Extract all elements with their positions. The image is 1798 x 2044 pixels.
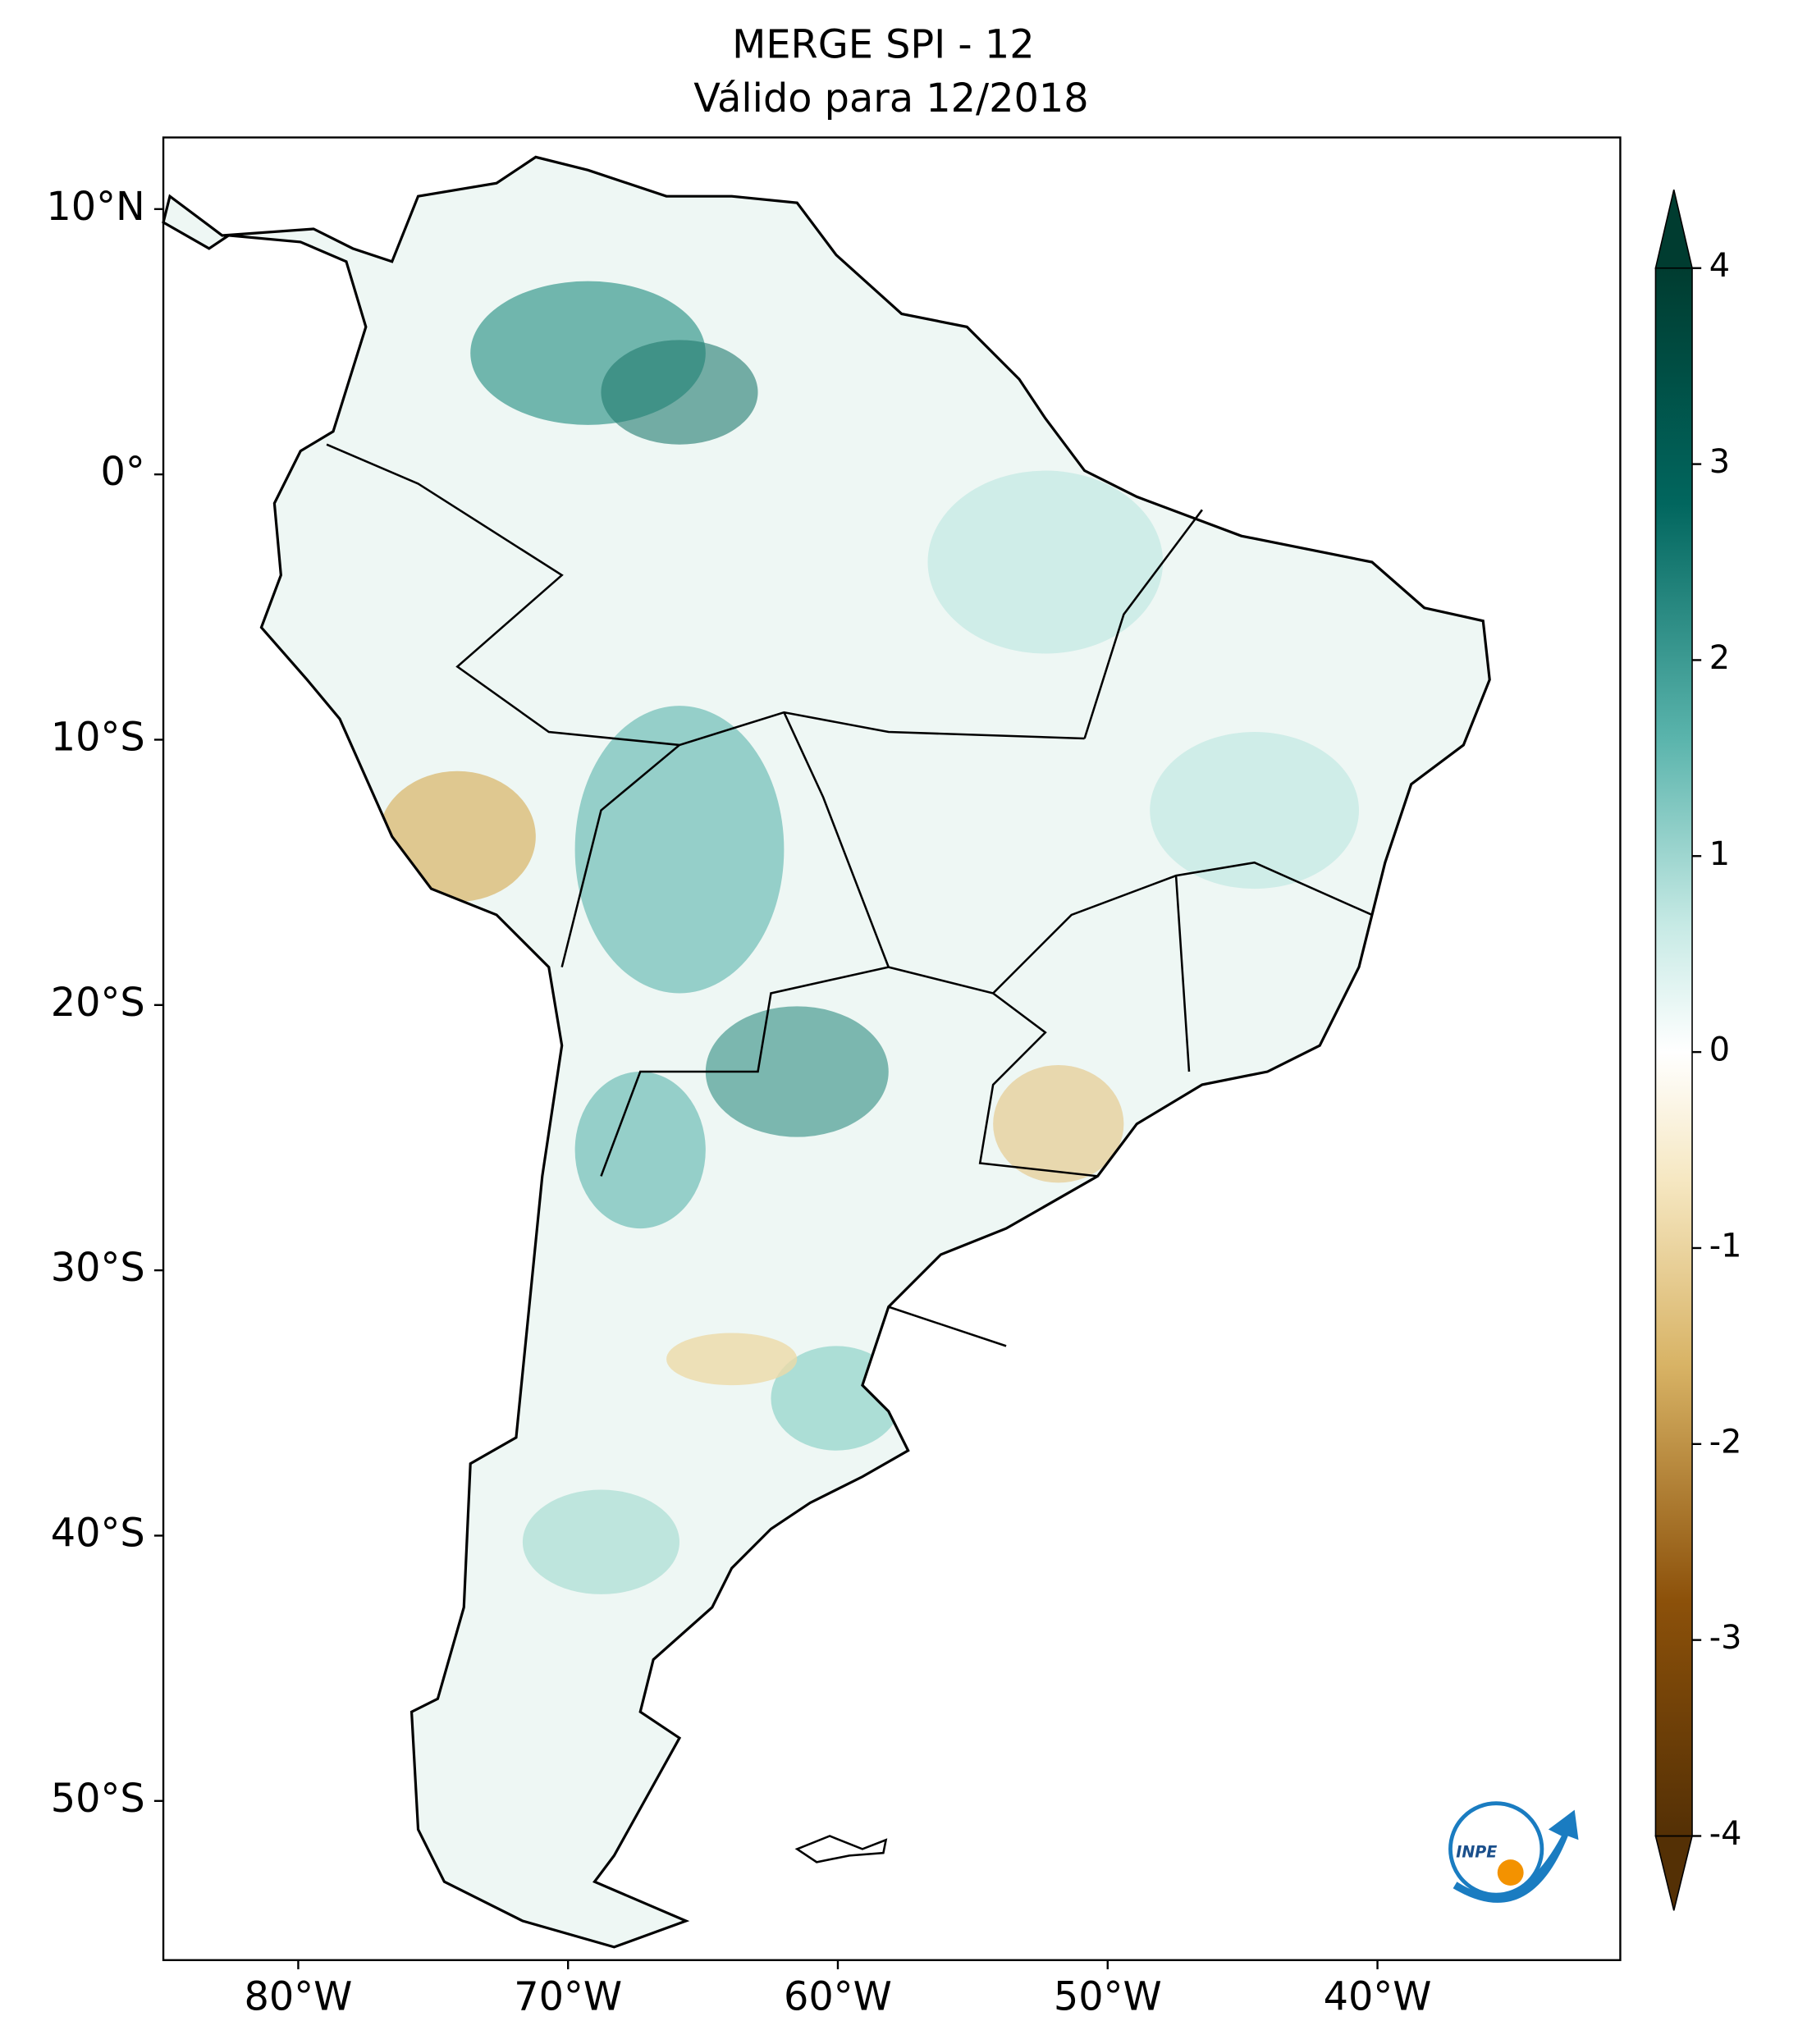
- coastline: [162, 155, 1491, 1949]
- colorbar-tick-label: 1: [1709, 835, 1730, 873]
- colorbar-tick-label: 3: [1709, 443, 1730, 481]
- x-tick-label: 40°W: [1324, 1975, 1432, 2020]
- x-tick-label: 70°W: [514, 1975, 622, 2020]
- borders: [326, 443, 1373, 1347]
- colorbar-tick-label: 2: [1709, 639, 1730, 677]
- colorbar: [1655, 268, 1693, 1836]
- chart-subtitle: Válido para 12/2018: [693, 76, 1088, 121]
- colorbar-tick-label: 4: [1709, 247, 1730, 285]
- y-tick-label: 10°S: [51, 715, 145, 760]
- y-tick-label: 50°S: [51, 1776, 145, 1822]
- colorbar-tick-label: -2: [1709, 1423, 1742, 1461]
- y-tick-label: 20°S: [51, 981, 145, 1026]
- chart-title: MERGE SPI - 12: [732, 23, 1034, 68]
- logo: INPE: [1448, 1801, 1579, 1903]
- colorbar-extend-top: [1654, 190, 1694, 269]
- colorbar-extend-bottom: [1654, 1835, 1694, 1911]
- y-tick-label: 40°S: [51, 1511, 145, 1556]
- y-tick-label: 30°S: [51, 1246, 145, 1291]
- colorbar-tick-label: -1: [1709, 1227, 1742, 1264]
- colorbar-tick-label: -3: [1709, 1619, 1742, 1657]
- colorbar-tick-label: -4: [1709, 1815, 1742, 1853]
- x-tick-label: 80°W: [244, 1975, 352, 2020]
- colorbar-tick-label: 0: [1709, 1031, 1730, 1069]
- y-tick-label: 0°: [100, 450, 144, 495]
- y-tick-label: 10°N: [46, 185, 144, 230]
- x-tick-label: 50°W: [1054, 1975, 1162, 2020]
- x-tick-label: 60°W: [784, 1975, 892, 2020]
- logo-text: INPE: [1456, 1843, 1497, 1862]
- falklands: [794, 1835, 888, 1863]
